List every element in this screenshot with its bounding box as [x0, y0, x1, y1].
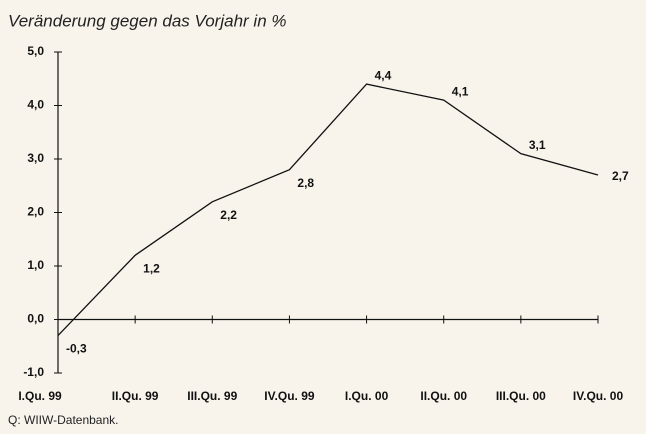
x-tick-label: IV.Qu. 99 — [264, 389, 315, 403]
data-line — [57, 83, 599, 337]
x-tick-label: II.Qu. 99 — [112, 389, 159, 403]
data-label: -0,3 — [66, 342, 87, 356]
y-tick-label: 1,0 — [27, 258, 44, 272]
y-tick-label: 5,0 — [27, 44, 44, 58]
data-label: 2,2 — [220, 208, 237, 222]
x-tick-label: II.Qu. 00 — [420, 389, 467, 403]
y-tick-label: -1,0 — [23, 365, 44, 379]
data-label: 1,2 — [143, 261, 160, 275]
x-tick-label: IV.Qu. 00 — [573, 389, 624, 403]
source-note: Q: WIIW-Datenbank. — [8, 413, 118, 427]
chart-title: Veränderung gegen das Vorjahr in % — [8, 11, 286, 30]
x-tick-label: III.Qu. 00 — [496, 389, 546, 403]
data-label: 2,7 — [612, 169, 629, 183]
y-tick-label: 3,0 — [27, 151, 44, 165]
data-label: 3,1 — [529, 138, 546, 152]
x-tick-label: I.Qu. 99 — [18, 389, 62, 403]
x-tick-label: I.Qu. 00 — [345, 389, 389, 403]
data-label: 4,4 — [375, 68, 392, 82]
y-tick-label: 0,0 — [27, 312, 44, 326]
y-tick-label: 2,0 — [27, 205, 44, 219]
data-label: 2,8 — [297, 176, 314, 190]
x-tick-label: III.Qu. 99 — [187, 389, 237, 403]
data-label: 4,1 — [452, 84, 469, 98]
y-tick-label: 4,0 — [27, 98, 44, 112]
